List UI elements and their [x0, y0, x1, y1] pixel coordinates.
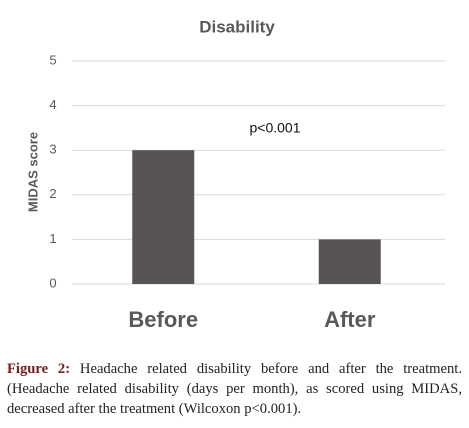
- y-tick-label: 0: [49, 275, 56, 290]
- chart-title: Disability: [199, 17, 275, 36]
- caption-label: Figure 2:: [7, 361, 71, 377]
- y-tick-label: 5: [49, 52, 56, 67]
- bar: [318, 239, 381, 284]
- caption: Figure 2: Headache related disability be…: [7, 359, 462, 419]
- y-axis-label: MIDAS score: [25, 132, 40, 212]
- y-tick-label: 2: [49, 186, 56, 201]
- y-tick-label: 3: [49, 142, 56, 157]
- y-tick-label: 1: [49, 231, 56, 246]
- bar: [132, 150, 195, 284]
- y-tick-label: 4: [49, 97, 56, 112]
- x-tick-label: Before: [128, 307, 198, 332]
- annotation: p<0.001: [250, 120, 301, 136]
- x-tick-label: After: [324, 307, 376, 332]
- chart: Disability MIDAS score 0 1 2 3 4 5 Before After…: [25, 17, 445, 332]
- caption-text: Headache related disability before and a…: [7, 361, 462, 417]
